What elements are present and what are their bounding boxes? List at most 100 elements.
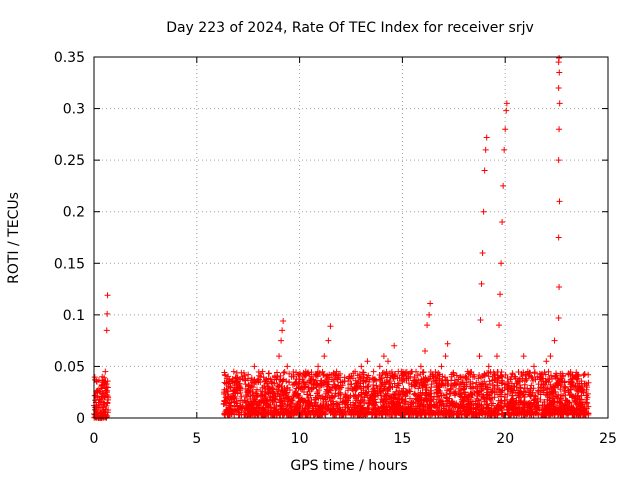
data-point — [103, 384, 110, 391]
data-point — [226, 399, 233, 406]
data-point — [380, 353, 387, 360]
data-point — [424, 407, 431, 414]
data-point — [503, 107, 510, 114]
data-point — [520, 391, 527, 398]
data-point — [308, 397, 315, 404]
data-point — [272, 392, 279, 399]
data-point — [371, 392, 378, 399]
data-point — [383, 377, 390, 384]
data-point — [276, 353, 283, 360]
data-point — [314, 381, 321, 388]
data-point — [253, 390, 260, 397]
data-point — [542, 371, 549, 378]
data-point — [222, 394, 229, 401]
data-point — [534, 410, 541, 417]
data-point — [491, 394, 498, 401]
data-point — [554, 411, 561, 418]
data-point — [512, 404, 519, 411]
data-point — [457, 373, 464, 380]
data-point — [504, 386, 511, 393]
y-tick-label: 0 — [76, 411, 85, 427]
data-point — [345, 373, 352, 380]
data-point — [238, 393, 245, 400]
data-point — [503, 100, 510, 107]
data-point — [534, 389, 541, 396]
data-point — [259, 405, 266, 412]
data-point — [443, 407, 450, 414]
data-point — [484, 401, 491, 408]
data-point — [417, 402, 424, 409]
data-point — [479, 249, 486, 256]
data-point — [443, 394, 450, 401]
data-point — [474, 401, 481, 408]
data-point — [276, 393, 283, 400]
data-point — [461, 395, 468, 402]
data-point — [573, 401, 580, 408]
data-point — [438, 392, 445, 399]
data-point — [563, 397, 570, 404]
data-point — [505, 384, 512, 391]
data-point — [451, 390, 458, 397]
data-point — [278, 397, 285, 404]
data-point — [537, 373, 544, 380]
data-point — [416, 395, 423, 402]
data-point — [478, 383, 485, 390]
data-point — [551, 373, 558, 380]
data-point — [237, 405, 244, 412]
data-point — [556, 405, 563, 412]
data-point — [569, 411, 576, 418]
data-point — [265, 384, 272, 391]
data-point — [377, 383, 384, 390]
data-point — [409, 368, 416, 375]
data-point — [225, 373, 232, 380]
data-point — [251, 363, 258, 370]
data-point — [454, 378, 461, 385]
data-point — [379, 370, 386, 377]
data-point — [581, 371, 588, 378]
data-point — [279, 327, 286, 334]
data-point — [358, 385, 365, 392]
data-point — [434, 382, 441, 389]
data-point — [530, 377, 537, 384]
data-point — [276, 403, 283, 410]
data-point — [484, 393, 491, 400]
data-point — [405, 373, 412, 380]
data-point — [556, 126, 563, 133]
data-point — [365, 404, 372, 411]
data-point — [505, 383, 512, 390]
data-point — [396, 395, 403, 402]
data-point — [501, 403, 508, 410]
data-point — [283, 394, 290, 401]
data-point — [416, 409, 423, 416]
data-point — [305, 398, 312, 405]
data-point — [103, 327, 110, 334]
x-tick-label: 20 — [496, 431, 514, 447]
data-point — [369, 399, 376, 406]
data-point — [383, 368, 390, 375]
data-point — [386, 370, 393, 377]
x-tick-label: 15 — [393, 431, 411, 447]
data-point — [407, 395, 414, 402]
data-point — [238, 369, 245, 376]
data-point — [241, 397, 248, 404]
data-point — [483, 389, 490, 396]
data-point — [312, 377, 319, 384]
data-point — [395, 368, 402, 375]
data-point — [402, 393, 409, 400]
y-tick-label: 0.35 — [54, 50, 85, 66]
data-point — [421, 396, 428, 403]
data-point — [555, 84, 562, 91]
data-point — [388, 399, 395, 406]
data-point — [474, 411, 481, 418]
data-point — [442, 411, 449, 418]
data-point — [450, 400, 457, 407]
data-point — [384, 386, 391, 393]
data-point — [395, 400, 402, 407]
data-point — [460, 404, 467, 411]
data-point — [500, 182, 507, 189]
data-point — [549, 410, 556, 417]
data-point — [522, 378, 529, 385]
data-point — [99, 373, 106, 380]
y-tick-label: 0.1 — [63, 308, 85, 324]
data-point — [556, 55, 563, 62]
